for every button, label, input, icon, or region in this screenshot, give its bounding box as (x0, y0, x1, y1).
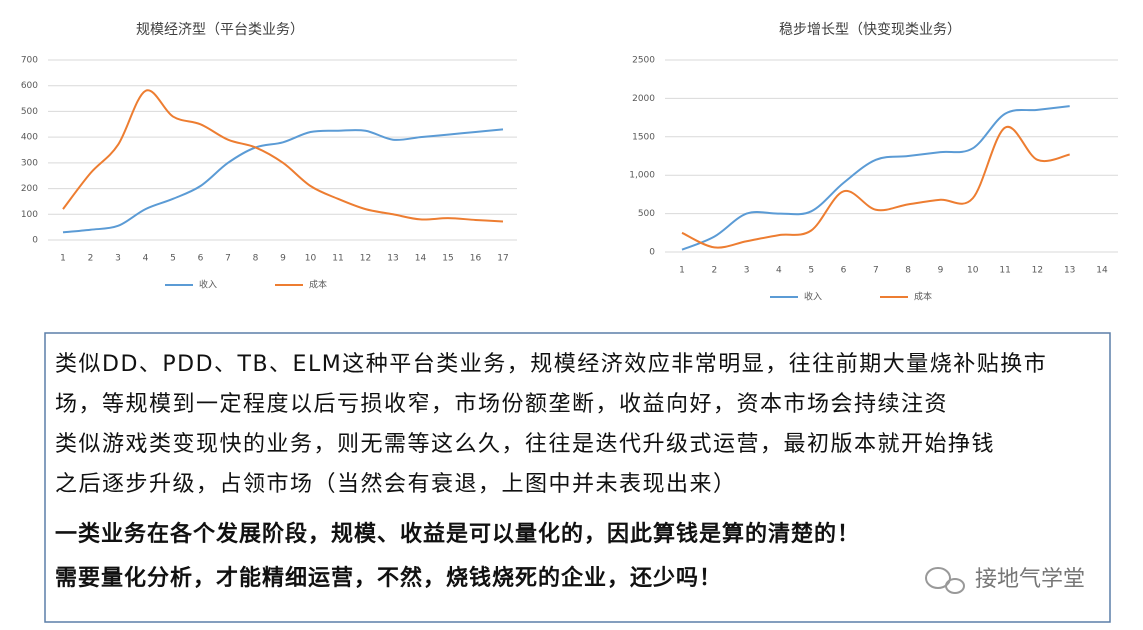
y-tick-label: 2500 (632, 56, 655, 66)
bold-line: 需要量化分析，才能精细运营，不然，烧钱烧死的企业，还少吗！ (55, 565, 722, 591)
paragraph-line: 场，等规模到一定程度以后亏损收窄，市场份额垄断，收益向好，资本市场会持续注资 (55, 392, 948, 417)
x-tick-label: 4 (143, 254, 149, 264)
legend-label: 收入 (804, 291, 822, 303)
text-box (44, 332, 1111, 623)
y-tick-label: 1500 (632, 132, 655, 142)
x-tick-label: 17 (497, 254, 508, 264)
x-tick-label: 12 (360, 254, 371, 264)
x-tick-label: 13 (387, 254, 398, 264)
x-tick-label: 5 (170, 254, 176, 264)
y-tick-label: 0 (32, 236, 38, 246)
x-tick-label: 3 (744, 266, 750, 276)
x-tick-label: 16 (470, 254, 482, 264)
x-tick-label: 14 (415, 254, 427, 264)
x-tick-label: 2 (711, 266, 717, 276)
x-tick-label: 6 (841, 266, 847, 276)
watermark: 接地气学堂 (975, 567, 1085, 592)
x-tick-label: 2 (88, 254, 94, 264)
y-tick-label: 100 (21, 210, 38, 220)
x-tick-label: 9 (280, 254, 286, 264)
x-tick-label: 8 (905, 266, 911, 276)
legend-label: 成本 (309, 279, 327, 291)
y-tick-label: 1,000 (629, 171, 655, 181)
y-tick-label: 400 (21, 133, 38, 143)
x-tick-label: 1 (60, 254, 66, 264)
chart-title: 稳步增长型（快变现类业务） (779, 22, 961, 38)
y-tick-label: 500 (21, 107, 38, 117)
series-line (681, 105, 1070, 251)
x-tick-label: 5 (808, 266, 814, 276)
x-tick-label: 3 (115, 254, 121, 264)
x-tick-label: 1 (679, 266, 685, 276)
x-tick-label: 10 (305, 254, 317, 264)
paragraph-line: 类似游戏类变现快的业务，则无需等这么久，往往是迭代升级式运营，最初版本就开始挣钱 (55, 432, 995, 457)
x-tick-label: 14 (1096, 266, 1108, 276)
paragraph-line: 类似DD、PDD、TB、ELM这种平台类业务，规模经济效应非常明显，往往前期大量… (55, 352, 1047, 377)
y-tick-label: 0 (649, 248, 655, 258)
legend-label: 成本 (914, 291, 932, 303)
x-tick-label: 4 (776, 266, 782, 276)
series-line (681, 125, 1070, 249)
y-tick-label: 600 (21, 81, 38, 91)
paragraph-line: 之后逐步升级，占领市场（当然会有衰退，上图中并未表现出来） (55, 472, 737, 497)
x-tick-label: 9 (938, 266, 944, 276)
legend-label: 收入 (199, 279, 217, 291)
y-tick-label: 300 (21, 158, 38, 168)
x-tick-label: 7 (225, 254, 231, 264)
x-tick-label: 15 (442, 254, 453, 264)
series-line (62, 128, 504, 234)
y-tick-label: 200 (21, 184, 38, 194)
chart-title: 规模经济型（平台类业务） (136, 22, 304, 38)
watermark-icon (925, 567, 965, 594)
bold-line: 一类业务在各个发展阶段，规模、收益是可以量化的，因此算钱是算的清楚的！ (55, 521, 860, 547)
series-line (62, 89, 504, 223)
x-tick-label: 8 (253, 254, 259, 264)
y-tick-label: 700 (21, 56, 38, 66)
x-tick-label: 7 (873, 266, 879, 276)
x-tick-label: 11 (999, 266, 1010, 276)
y-tick-label: 2000 (632, 94, 655, 104)
x-tick-label: 13 (1064, 266, 1075, 276)
x-tick-label: 11 (332, 254, 343, 264)
x-tick-label: 10 (967, 266, 979, 276)
x-tick-label: 12 (1032, 266, 1043, 276)
x-tick-label: 6 (198, 254, 204, 264)
y-tick-label: 500 (638, 209, 655, 219)
